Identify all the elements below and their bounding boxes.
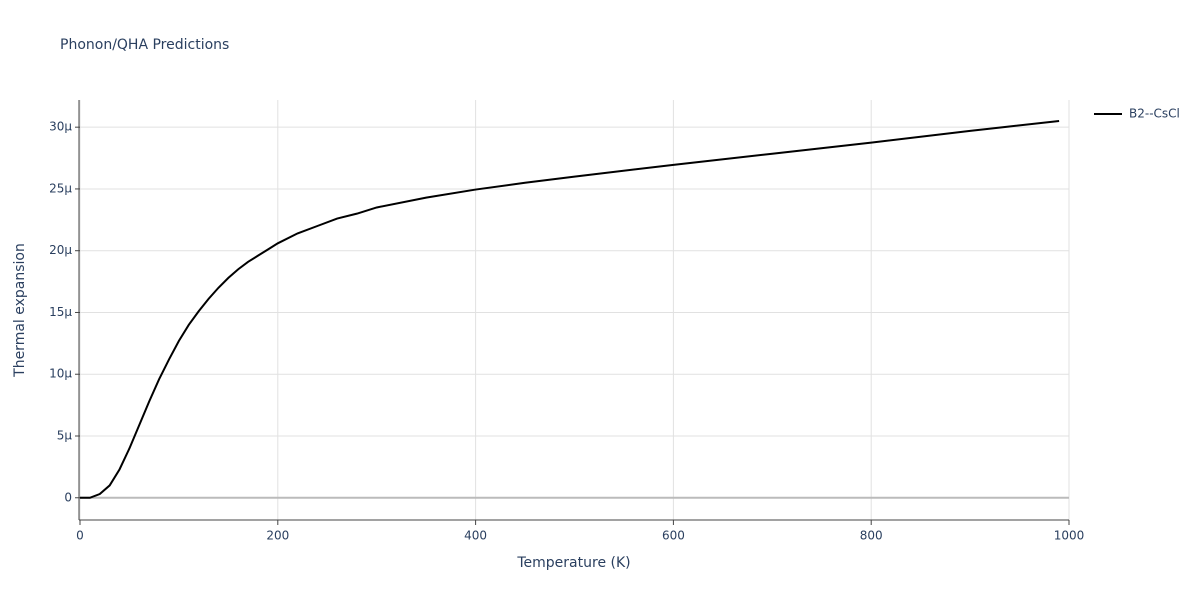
y-tick-label: 0 [64,490,72,504]
y-tick-label: 15μ [49,305,72,319]
y-axis-title: Thermal expansion [12,243,28,378]
y-tick-label: 20μ [49,243,72,257]
x-axis-title: Temperature (K) [516,555,630,571]
x-tick-label: 0 [76,529,84,543]
x-tick-label: 800 [860,529,883,543]
x-tick-label: 200 [266,529,289,543]
x-tick-label: 1000 [1054,529,1085,543]
y-tick-label: 25μ [49,181,72,195]
x-tick-label: 400 [464,529,487,543]
chart-title: Phonon/QHA Predictions [60,37,229,53]
legend-label: B2--CsCl [1129,107,1180,121]
y-tick-label: 5μ [57,429,73,443]
y-tick-label: 30μ [49,120,72,134]
x-tick-label: 600 [662,529,685,543]
y-tick-label: 10μ [49,367,72,381]
series-line [80,120,1060,499]
